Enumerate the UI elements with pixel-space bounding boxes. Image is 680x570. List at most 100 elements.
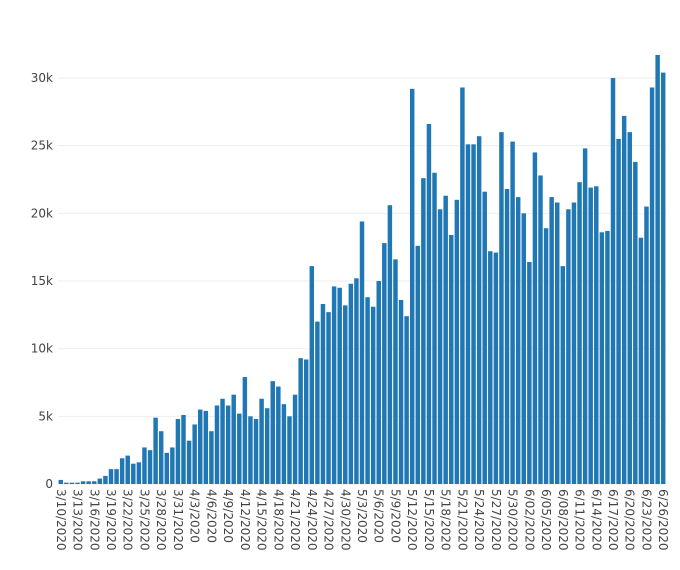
bar (409, 88, 415, 485)
bar (186, 440, 192, 484)
bar (142, 447, 147, 484)
y-tick-label: 10k (31, 342, 53, 356)
bar (588, 187, 593, 485)
x-tick-label: 5/21/2020 (455, 489, 469, 551)
bar (549, 197, 554, 484)
y-tick-label: 5k (38, 409, 53, 423)
bar (220, 398, 225, 484)
x-tick-label: 5/6/2020 (372, 489, 386, 543)
bar (488, 251, 493, 484)
bar (103, 475, 108, 484)
bar (510, 141, 515, 484)
bar (382, 243, 387, 484)
bar (660, 72, 666, 484)
bar (566, 209, 571, 484)
bar (64, 482, 69, 484)
y-tick-label: 15k (31, 274, 53, 288)
x-tick-label: 5/24/2020 (472, 489, 486, 551)
bar (554, 202, 560, 485)
bar (119, 458, 125, 484)
bar (527, 262, 532, 484)
bar (331, 286, 337, 484)
bar (287, 416, 292, 484)
bar (320, 304, 326, 484)
bar (326, 312, 331, 484)
bar (309, 266, 315, 484)
bar (192, 424, 197, 484)
x-tick-label: 3/13/2020 (71, 489, 85, 551)
x-tick-label: 5/9/2020 (388, 489, 402, 543)
bar (532, 152, 538, 484)
bar (560, 266, 566, 484)
x-tick-label: 6/05/2020 (539, 489, 553, 551)
bar (649, 87, 655, 484)
bar (264, 408, 270, 484)
bar (415, 245, 421, 484)
x-tick-label: 5/27/2020 (489, 489, 503, 551)
bar (621, 115, 627, 485)
bar (125, 455, 130, 484)
bar (504, 188, 510, 484)
bar (426, 124, 432, 484)
bar (582, 148, 588, 484)
bar (198, 409, 203, 484)
x-tick-label: 6/14/2020 (589, 489, 603, 551)
bar (594, 186, 599, 484)
bar (292, 394, 298, 484)
x-tick-label: 5/12/2020 (405, 489, 419, 551)
y-tick-label: 25k (31, 139, 53, 153)
bar (633, 161, 638, 484)
bar (242, 377, 248, 484)
bar (248, 416, 253, 484)
x-tick-label: 6/23/2020 (639, 489, 653, 551)
bar (376, 281, 381, 484)
bar (482, 191, 487, 484)
bar (58, 479, 64, 484)
x-tick-label: 5/18/2020 (439, 489, 453, 551)
bar (343, 305, 348, 484)
bar (387, 205, 393, 484)
x-tick-label: 3/19/2020 (104, 489, 118, 551)
bar (521, 213, 526, 485)
x-tick-label: 4/15/2020 (255, 489, 269, 551)
bar (404, 316, 409, 484)
bar (303, 359, 309, 484)
bar (69, 482, 75, 484)
bar (170, 447, 175, 484)
bar (354, 278, 359, 484)
bar (153, 417, 158, 484)
bar (108, 469, 114, 484)
bar (237, 413, 242, 484)
bar (471, 144, 476, 484)
bar (432, 172, 437, 485)
bar (315, 321, 320, 484)
bar (515, 197, 521, 484)
bar (158, 431, 164, 484)
bar (476, 136, 482, 484)
bar (499, 132, 504, 484)
bar (393, 259, 398, 484)
bar (538, 175, 543, 484)
x-tick-label: 3/22/2020 (121, 489, 135, 551)
bar (114, 469, 119, 484)
x-tick-label: 6/17/2020 (606, 489, 620, 551)
x-tick-label: 4/30/2020 (338, 489, 352, 551)
bar (270, 381, 275, 484)
x-tick-label: 4/6/2020 (204, 489, 218, 543)
x-tick-label: 6/02/2020 (522, 489, 536, 551)
x-tick-label: 4/3/2020 (188, 489, 202, 543)
bar (164, 452, 170, 484)
bar (449, 234, 454, 484)
bar (298, 358, 303, 484)
x-tick-label: 4/27/2020 (322, 489, 336, 551)
bar (644, 206, 649, 485)
x-tick-label: 4/18/2020 (271, 489, 285, 551)
x-tick-label: 4/21/2020 (288, 489, 302, 551)
x-tick-label: 5/15/2020 (422, 489, 436, 551)
x-tick-label: 3/10/2020 (54, 489, 68, 551)
bar (465, 144, 471, 484)
bar (577, 182, 582, 484)
bar (86, 481, 91, 484)
x-tick-label: 3/25/2020 (137, 489, 151, 551)
